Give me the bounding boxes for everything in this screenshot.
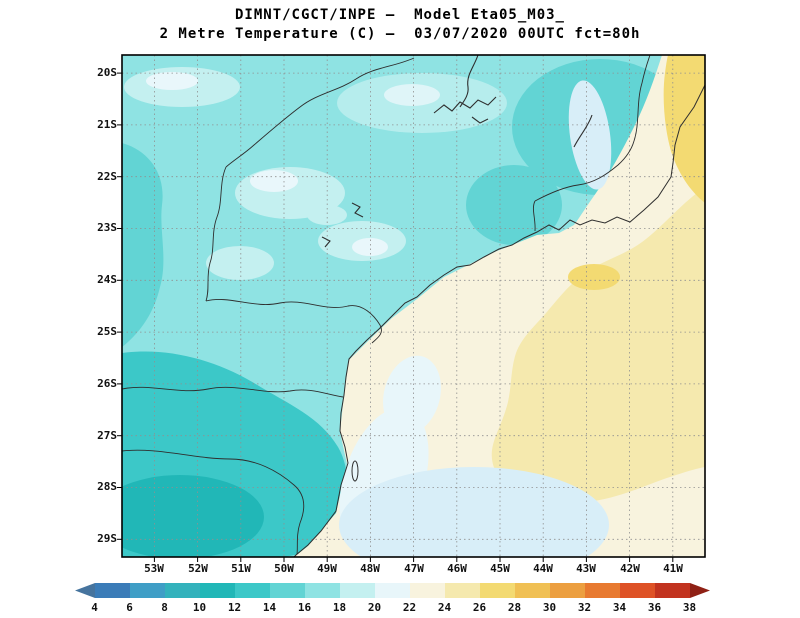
colorbar — [75, 583, 710, 598]
lon-label: 48W — [360, 562, 380, 575]
colorbar-cell — [515, 583, 550, 598]
colorbar-cell — [305, 583, 340, 598]
colorbar-tick: 36 — [647, 601, 662, 614]
plot-title-line1: DIMNT/CGCT/INPE — Model Eta05_M03_ — [234, 7, 565, 23]
lat-label: 29S — [97, 532, 117, 545]
lat-label: 20S — [97, 66, 117, 79]
colorbar-cell — [410, 583, 445, 598]
lon-label: 53W — [144, 562, 164, 575]
colorbar-tick: 8 — [161, 601, 168, 614]
colorbar-cell — [620, 583, 655, 598]
colorbar-cell — [270, 583, 305, 598]
lat-label: 21S — [97, 118, 117, 131]
colorbar-tick: 32 — [577, 601, 592, 614]
rivers-and-reservoirs — [321, 54, 593, 248]
lat-label: 25S — [97, 325, 117, 338]
lon-label: 42W — [620, 562, 640, 575]
map-plot — [117, 54, 706, 562]
lat-label: 24S — [97, 273, 117, 286]
colorbar-arrow-left — [75, 583, 95, 598]
lon-label: 47W — [404, 562, 424, 575]
colorbar-tick: 26 — [472, 601, 487, 614]
lon-label: 52W — [188, 562, 208, 575]
colorbar-tick: 38 — [682, 601, 697, 614]
colorbar-tick: 34 — [612, 601, 627, 614]
lon-label: 46W — [447, 562, 467, 575]
lon-label: 43W — [576, 562, 596, 575]
temperature-field — [122, 55, 705, 557]
lon-label: 45W — [490, 562, 510, 575]
colorbar-tick: 28 — [507, 601, 522, 614]
colorbar-tick: 22 — [402, 601, 417, 614]
plot-title-line2: 2 Metre Temperature (C) — 03/07/2020 00U… — [159, 26, 641, 42]
colorbar-tick: 18 — [332, 601, 347, 614]
colorbar-cell — [95, 583, 130, 598]
lat-label: 23S — [97, 221, 117, 234]
colorbar-cell — [445, 583, 480, 598]
lon-label: 50W — [274, 562, 294, 575]
colorbar-tick: 24 — [437, 601, 452, 614]
axis-ticks — [117, 72, 674, 562]
colorbar-cell — [375, 583, 410, 598]
colorbar-cell — [340, 583, 375, 598]
lon-label: 51W — [231, 562, 251, 575]
lon-label: 49W — [317, 562, 337, 575]
colorbar-tick: 30 — [542, 601, 557, 614]
map-frame — [121, 54, 706, 558]
colorbar-tick: 12 — [227, 601, 242, 614]
lat-label: 27S — [97, 429, 117, 442]
colorbar-cell — [165, 583, 200, 598]
lon-label: 44W — [533, 562, 553, 575]
colorbar-arrow-right — [690, 583, 710, 598]
colorbar-cell — [480, 583, 515, 598]
colorbar-tick: 16 — [297, 601, 312, 614]
lat-label: 22S — [97, 170, 117, 183]
colorbar-cell — [130, 583, 165, 598]
state-borders — [121, 54, 651, 555]
colorbar-cell — [585, 583, 620, 598]
lat-label: 26S — [97, 377, 117, 390]
colorbar-cell — [550, 583, 585, 598]
colorbar-cell — [200, 583, 235, 598]
colorbar-labels: 4 6 8 10 12 14 16 18 20 22 24 26 28 30 3… — [77, 601, 707, 614]
colorbar-tick: 6 — [126, 601, 133, 614]
map-svg — [117, 54, 706, 562]
colorbar-tick: 14 — [262, 601, 277, 614]
lat-label: 28S — [97, 480, 117, 493]
coastline-path — [293, 84, 706, 558]
colorbar-tick: 4 — [91, 601, 98, 614]
colorbar-tick: 20 — [367, 601, 382, 614]
colorbar-cell — [235, 583, 270, 598]
colorbar-cell — [655, 583, 690, 598]
colorbar-tick: 10 — [192, 601, 207, 614]
lon-label: 41W — [663, 562, 683, 575]
